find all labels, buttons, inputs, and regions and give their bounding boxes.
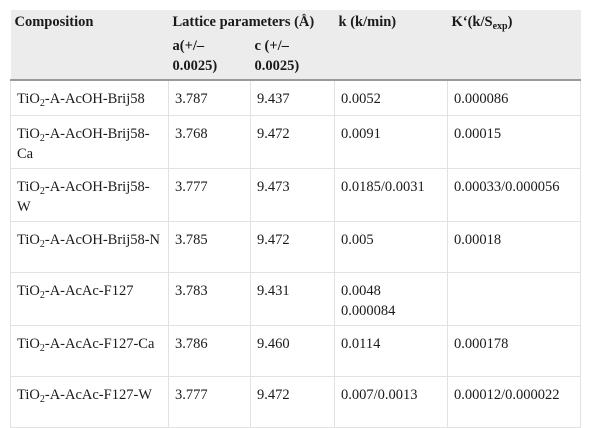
header-k-prime-subscript: exp [492,21,508,32]
k-cell: 0.0048 0.000084 [334,272,448,326]
lattice-parameters-table: Composition Lattice parameters (Å) k (k/… [10,10,581,428]
header-a: a(+/– 0.0025) [168,34,251,80]
lattice-c-cell: 9.437 [250,80,335,116]
table-row: TiO2-A-AcOH-Brij58-N 3.785 9.472 0.005 0.000… [10,221,581,273]
lattice-c-cell: 9.472 [250,115,335,169]
header-k-prime: K‘(k/Sexp) [447,10,581,34]
k-cell: 0.0114 [334,325,448,377]
k-prime-cell: 0.00018 [447,221,581,273]
lattice-a-cell: 3.786 [168,325,251,377]
k-cell: 0.007/0.0013 [334,376,448,428]
composition-cell: TiO2-A-AcOH-Brij58-W [10,168,169,222]
k-cell: 0.0091 [334,115,448,169]
composition-cell: TiO2-A-AcAc-F127-W [10,376,169,428]
composition-cell: TiO2-A-AcOH-Brij58 [10,80,169,116]
k-cell: 0.0052 [334,80,448,116]
lattice-c-cell: 9.460 [250,325,335,377]
lattice-a-cell: 3.787 [168,80,251,116]
k-prime-cell: 0.00015 [447,115,581,169]
k-cell: 0.005 [334,221,448,273]
composition-cell: TiO2-A-AcOH-Brij58-N [10,221,169,273]
lattice-a-cell: 3.768 [168,115,251,169]
table-row: TiO2-A-AcAc-F127-Ca 3.786 9.460 0.0114 0.000… [10,325,581,377]
header-lattice-parameters: Lattice parameters (Å) [168,10,335,34]
lattice-c-cell: 9.472 [250,376,335,428]
table-row: TiO2-A-AcAc-F127 3.783 9.431 0.0048 0.000084 [10,272,581,326]
k-cell: 0.0185/0.0031 [334,168,448,222]
lattice-a-cell: 3.777 [168,168,251,222]
table-row: TiO2-A-AcOH-Brij58-Ca 3.768 9.472 0.0091 0.0… [10,115,581,169]
k-prime-cell: 0.00012/0.000022 [447,376,581,428]
subheader-row: a(+/– 0.0025) c (+/– 0.0025) [10,34,581,80]
table-row: TiO2-A-AcOH-Brij58-W 3.777 9.473 0.0185/0.0… [10,168,581,222]
table-row: TiO2-A-AcAc-F127-W 3.777 9.472 0.007/0.0013… [10,376,581,428]
composition-cell: TiO2-A-AcOH-Brij58-Ca [10,115,169,169]
header-composition: Composition [10,10,169,34]
lattice-a-cell: 3.785 [168,221,251,273]
composition-cell: TiO2-A-AcAc-F127-Ca [10,325,169,377]
lattice-c-cell: 9.473 [250,168,335,222]
k-prime-cell: 0.000086 [447,80,581,116]
lattice-c-cell: 9.431 [250,272,335,326]
composition-cell: TiO2-A-AcAc-F127 [10,272,169,326]
k-prime-cell: 0.000178 [447,325,581,377]
data-table-container: Composition Lattice parameters (Å) k (k/… [10,10,581,428]
lattice-a-cell: 3.783 [168,272,251,326]
header-k: k (k/min) [334,10,448,34]
table-row: TiO2-A-AcOH-Brij58 3.787 9.437 0.0052 0.0000… [10,80,581,116]
header-c: c (+/– 0.0025) [250,34,335,80]
k-prime-cell: 0.00033/0.000056 [447,168,581,222]
lattice-a-cell: 3.777 [168,376,251,428]
k-prime-cell [447,272,581,326]
header-row: Composition Lattice parameters (Å) k (k/… [10,10,581,34]
lattice-c-cell: 9.472 [250,221,335,273]
